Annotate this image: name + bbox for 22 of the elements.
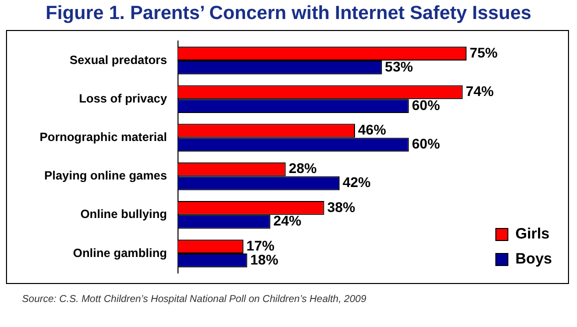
data-label: 24% (273, 212, 302, 229)
data-label: 28% (288, 160, 318, 176)
y-tick-label: Pornographic material (40, 130, 167, 144)
data-label: 18% (250, 251, 279, 268)
data-label: 74% (466, 83, 494, 100)
data-label: 75% (470, 44, 498, 60)
y-tick-label: Sexual predators (70, 52, 168, 67)
y-tick-label: Loss of privacy (78, 91, 168, 106)
legend-label: Boys (515, 250, 552, 268)
data-label: 17% (246, 237, 275, 254)
data-label: 42% (342, 174, 372, 190)
source-note: Source: C.S. Mott Children’s Hospital National Poll on Children’s Health, 2009 (22, 294, 368, 305)
data-label: 60% (412, 96, 440, 113)
data-label: 38% (327, 198, 356, 215)
legend-label: Girls (515, 226, 550, 243)
data-label: 46% (358, 122, 387, 138)
y-tick-label: Online gambling (72, 246, 167, 260)
y-tick-label: Playing online games (44, 168, 168, 183)
data-label: 53% (384, 58, 414, 74)
chart-title: Figure 1. Parents’ Concern with Internet Safety Issues (44, 2, 532, 26)
y-tick-label: Online bullying (80, 207, 167, 222)
data-label: 60% (412, 136, 440, 152)
